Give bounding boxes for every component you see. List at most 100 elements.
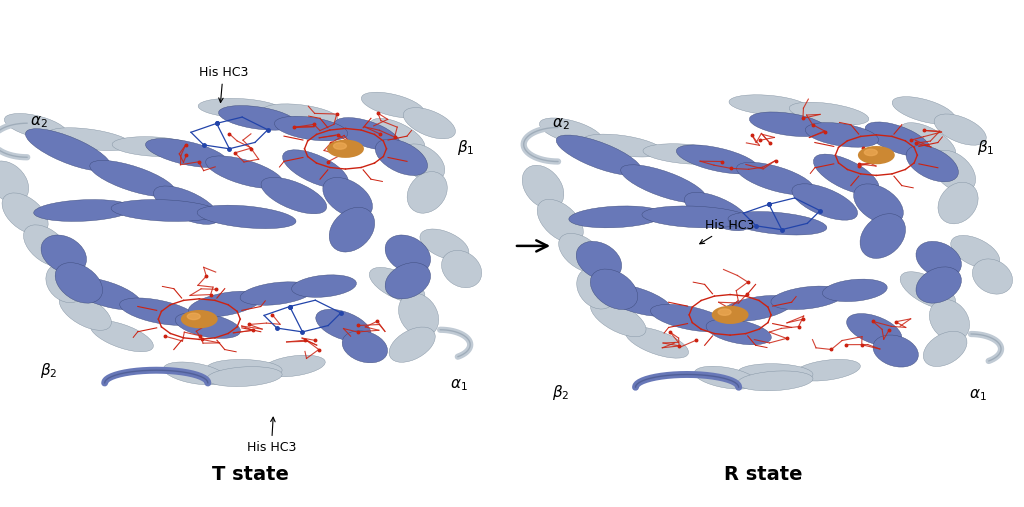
Ellipse shape (540, 118, 602, 146)
Text: His HC3: His HC3 (247, 417, 296, 454)
Ellipse shape (240, 282, 313, 305)
Text: His HC3: His HC3 (199, 65, 248, 102)
Ellipse shape (822, 279, 887, 302)
Ellipse shape (737, 371, 813, 391)
Ellipse shape (792, 184, 857, 220)
Ellipse shape (805, 123, 879, 147)
Ellipse shape (900, 272, 955, 309)
Ellipse shape (621, 165, 707, 203)
Ellipse shape (676, 145, 758, 174)
Circle shape (327, 139, 364, 158)
Text: T state: T state (212, 465, 290, 484)
Ellipse shape (154, 186, 219, 225)
Ellipse shape (218, 105, 296, 130)
Ellipse shape (292, 275, 356, 297)
Ellipse shape (441, 250, 481, 288)
Ellipse shape (4, 114, 68, 139)
Text: $\alpha_2$: $\alpha_2$ (552, 117, 570, 132)
Ellipse shape (915, 241, 962, 278)
Ellipse shape (924, 331, 967, 367)
Ellipse shape (24, 225, 70, 266)
Ellipse shape (813, 154, 879, 195)
Ellipse shape (915, 267, 962, 303)
Ellipse shape (684, 192, 750, 231)
Ellipse shape (973, 259, 1013, 294)
Ellipse shape (737, 364, 813, 383)
Ellipse shape (90, 160, 175, 197)
Ellipse shape (729, 95, 809, 116)
Ellipse shape (361, 92, 424, 118)
Ellipse shape (938, 183, 978, 224)
Ellipse shape (207, 367, 283, 386)
Ellipse shape (900, 123, 955, 160)
Ellipse shape (164, 362, 226, 385)
Ellipse shape (694, 366, 757, 389)
Text: $\alpha_1$: $\alpha_1$ (969, 388, 987, 403)
Ellipse shape (736, 162, 814, 195)
Ellipse shape (120, 298, 198, 325)
Text: $\alpha_2$: $\alpha_2$ (30, 114, 48, 129)
Ellipse shape (198, 205, 296, 229)
Ellipse shape (403, 107, 456, 139)
Ellipse shape (41, 235, 87, 273)
Circle shape (712, 306, 749, 324)
Ellipse shape (48, 128, 131, 151)
Ellipse shape (55, 263, 102, 303)
Ellipse shape (207, 359, 283, 379)
Ellipse shape (323, 177, 373, 218)
Ellipse shape (370, 267, 425, 303)
Text: $\beta_2$: $\beta_2$ (552, 383, 570, 403)
Ellipse shape (590, 269, 638, 310)
Ellipse shape (750, 112, 827, 136)
Ellipse shape (599, 284, 672, 316)
Ellipse shape (420, 229, 469, 260)
Ellipse shape (113, 137, 196, 157)
Ellipse shape (370, 118, 425, 154)
Text: His HC3: His HC3 (699, 219, 754, 244)
Ellipse shape (865, 122, 931, 156)
Ellipse shape (389, 327, 435, 363)
Text: R state: R state (724, 465, 802, 484)
Ellipse shape (112, 200, 218, 222)
Ellipse shape (26, 129, 111, 171)
Ellipse shape (873, 335, 919, 367)
Ellipse shape (274, 116, 348, 141)
Ellipse shape (847, 313, 902, 346)
Circle shape (864, 149, 878, 156)
Ellipse shape (577, 241, 622, 280)
Ellipse shape (728, 211, 826, 235)
Ellipse shape (790, 102, 868, 125)
Ellipse shape (188, 291, 262, 317)
Ellipse shape (569, 206, 664, 228)
Text: $\beta_2$: $\beta_2$ (40, 360, 58, 380)
Ellipse shape (556, 135, 642, 175)
Ellipse shape (2, 193, 48, 234)
Ellipse shape (643, 144, 731, 164)
Ellipse shape (385, 235, 431, 273)
Ellipse shape (34, 200, 132, 222)
Ellipse shape (930, 300, 970, 341)
Ellipse shape (932, 151, 976, 192)
Ellipse shape (334, 118, 399, 150)
Ellipse shape (642, 206, 750, 228)
Ellipse shape (175, 313, 241, 338)
Ellipse shape (626, 327, 688, 358)
Ellipse shape (559, 233, 605, 273)
Circle shape (858, 146, 895, 164)
Ellipse shape (906, 146, 958, 182)
Text: $\alpha_1$: $\alpha_1$ (450, 378, 468, 393)
Circle shape (718, 309, 731, 315)
Ellipse shape (342, 331, 387, 363)
Ellipse shape (591, 300, 646, 337)
Ellipse shape (0, 161, 29, 202)
Ellipse shape (650, 304, 728, 332)
Circle shape (334, 143, 346, 149)
Circle shape (187, 313, 201, 319)
Ellipse shape (707, 319, 771, 345)
Ellipse shape (522, 165, 564, 209)
Ellipse shape (206, 156, 284, 189)
Ellipse shape (771, 286, 844, 310)
Ellipse shape (860, 214, 905, 259)
Ellipse shape (145, 138, 227, 167)
Ellipse shape (375, 139, 428, 175)
